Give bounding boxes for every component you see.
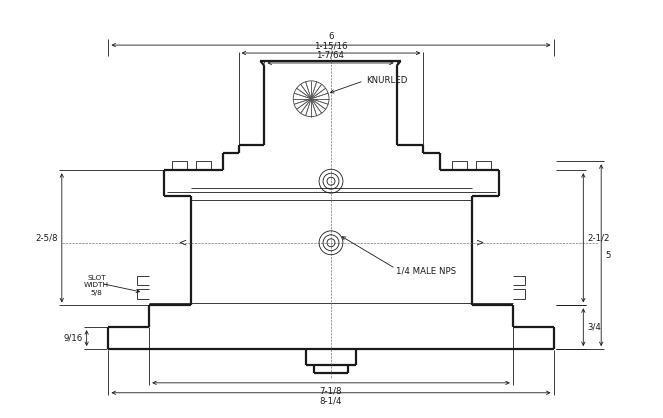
Text: 2-5/8: 2-5/8 bbox=[35, 233, 58, 242]
Text: KNURLED: KNURLED bbox=[366, 76, 407, 85]
Text: 2-1/2: 2-1/2 bbox=[587, 233, 610, 242]
Text: 3/4: 3/4 bbox=[587, 323, 601, 332]
Text: 1/4 MALE NPS: 1/4 MALE NPS bbox=[396, 266, 455, 275]
Text: 7-1/8: 7-1/8 bbox=[320, 387, 342, 396]
Text: <: < bbox=[179, 238, 187, 248]
Text: 1-7/64: 1-7/64 bbox=[316, 51, 345, 60]
Text: 5: 5 bbox=[605, 251, 611, 260]
Text: 1-15/16: 1-15/16 bbox=[314, 41, 348, 50]
Text: SLOT
WIDTH
5/8: SLOT WIDTH 5/8 bbox=[84, 275, 109, 296]
Text: 9/16: 9/16 bbox=[64, 334, 83, 343]
Text: 6: 6 bbox=[328, 32, 333, 41]
Text: 8-1/4: 8-1/4 bbox=[320, 397, 342, 406]
Text: >: > bbox=[476, 238, 484, 248]
